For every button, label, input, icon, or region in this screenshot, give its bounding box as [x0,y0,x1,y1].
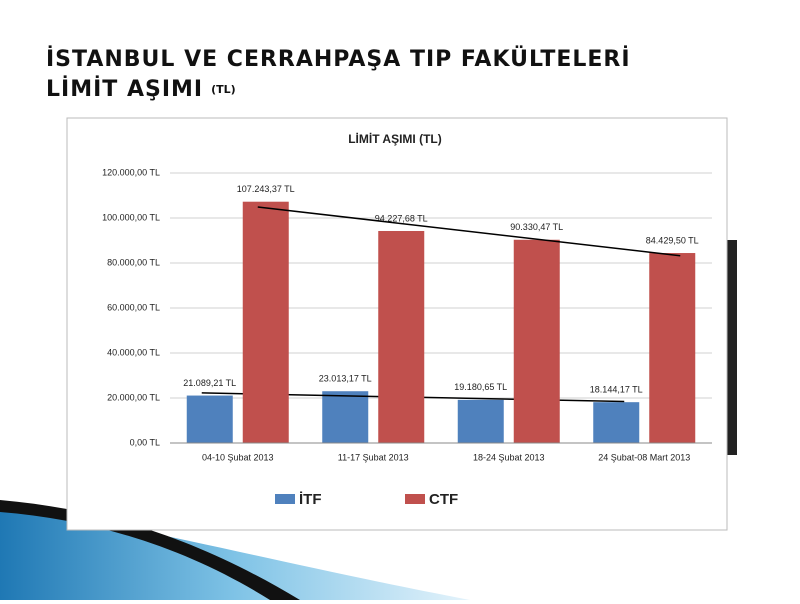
y-tick-label: 120.000,00 TL [102,167,160,177]
y-tick-label: 60.000,00 TL [107,302,160,312]
bar [242,201,289,443]
decor-image-edge [727,240,737,455]
y-tick-label: 40.000,00 TL [107,347,160,357]
y-tick-label: 0,00 TL [130,437,160,447]
legend-swatch [405,494,425,504]
value-label: 18.144,17 TL [590,385,643,395]
slide-title-part: LİMİT AŞIMI [46,76,203,102]
decor-swoosh-dark [0,500,300,600]
bar [322,391,369,443]
value-label: 84.429,50 TL [646,235,699,245]
bar [378,230,425,443]
value-label: 94.227,68 TL [375,213,428,223]
slide-title: İSTANBUL VE CERRAHPAŞA TIP FAKÜLTELERİ [46,46,631,72]
y-tick-label: 20.000,00 TL [107,392,160,402]
bar [457,399,504,443]
value-label: 19.180,65 TL [454,382,507,392]
bar [649,253,696,443]
y-tick-label: 80.000,00 TL [107,257,160,267]
bar [186,395,233,443]
x-tick-label: 18-24 Şubat 2013 [473,452,545,462]
slide-title: LİMİT AŞIMI (TL) [46,76,236,102]
value-label: 23.013,17 TL [319,374,372,384]
value-label: 90.330,47 TL [510,222,563,232]
legend-swatch [275,494,295,504]
chart: 0,00 TL 20.000,00 TL 40.000,00 TL 60.000,00… [102,167,712,508]
bar [593,402,640,443]
x-tick-label: 04-10 Şubat 2013 [202,452,274,462]
value-label: 107.243,37 TL [237,184,295,194]
chart-title: LİMİT AŞIMI (TL) [348,131,442,146]
trend-line [257,206,681,257]
value-label: 21.089,21 TL [183,378,236,388]
legend-label: İTF [299,491,322,508]
legend-label: CTF [429,491,458,508]
x-tick-label: 11-17 Şubat 2013 [338,452,409,462]
slide-title-unit: (TL) [211,83,236,96]
y-tick-label: 100.000,00 TL [102,212,160,222]
bar [513,239,560,443]
x-tick-label: 24 Şubat-08 Mart 2013 [598,452,690,462]
